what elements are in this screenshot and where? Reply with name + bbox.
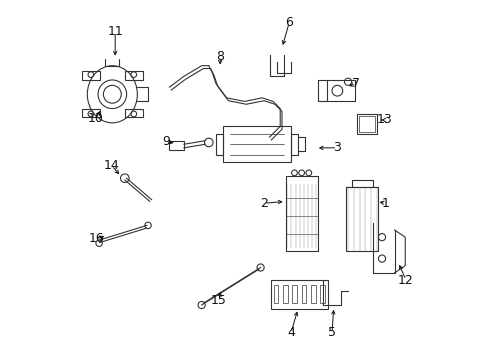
Bar (358, 116, 374, 132)
Text: 1: 1 (381, 197, 389, 210)
Bar (356, 114, 376, 134)
Bar (326, 80, 354, 102)
Bar (82, 109, 100, 117)
Bar (285, 176, 317, 251)
Text: 2: 2 (260, 197, 267, 210)
Text: 15: 15 (210, 294, 226, 307)
Text: 13: 13 (376, 113, 391, 126)
Bar (273, 285, 278, 303)
Bar (124, 109, 142, 117)
Text: 11: 11 (107, 25, 123, 38)
Bar (301, 285, 305, 303)
Bar (292, 285, 296, 303)
Bar (223, 126, 290, 162)
Bar (124, 71, 142, 80)
Bar (82, 71, 100, 80)
Bar (283, 285, 287, 303)
Bar (271, 280, 328, 309)
Text: 4: 4 (286, 327, 294, 339)
Bar (320, 285, 324, 303)
Text: 9: 9 (162, 135, 169, 148)
Bar (346, 187, 378, 251)
Text: 8: 8 (216, 50, 224, 63)
Bar (310, 285, 315, 303)
Text: 5: 5 (327, 327, 335, 339)
Bar (216, 134, 223, 155)
Bar (290, 134, 298, 155)
Text: 6: 6 (285, 16, 292, 29)
Text: 10: 10 (87, 112, 103, 125)
Text: 12: 12 (397, 274, 413, 287)
Bar (169, 141, 183, 150)
Text: 16: 16 (88, 233, 104, 246)
Text: 7: 7 (351, 77, 359, 90)
Text: 3: 3 (333, 141, 341, 154)
Text: 14: 14 (103, 159, 119, 172)
